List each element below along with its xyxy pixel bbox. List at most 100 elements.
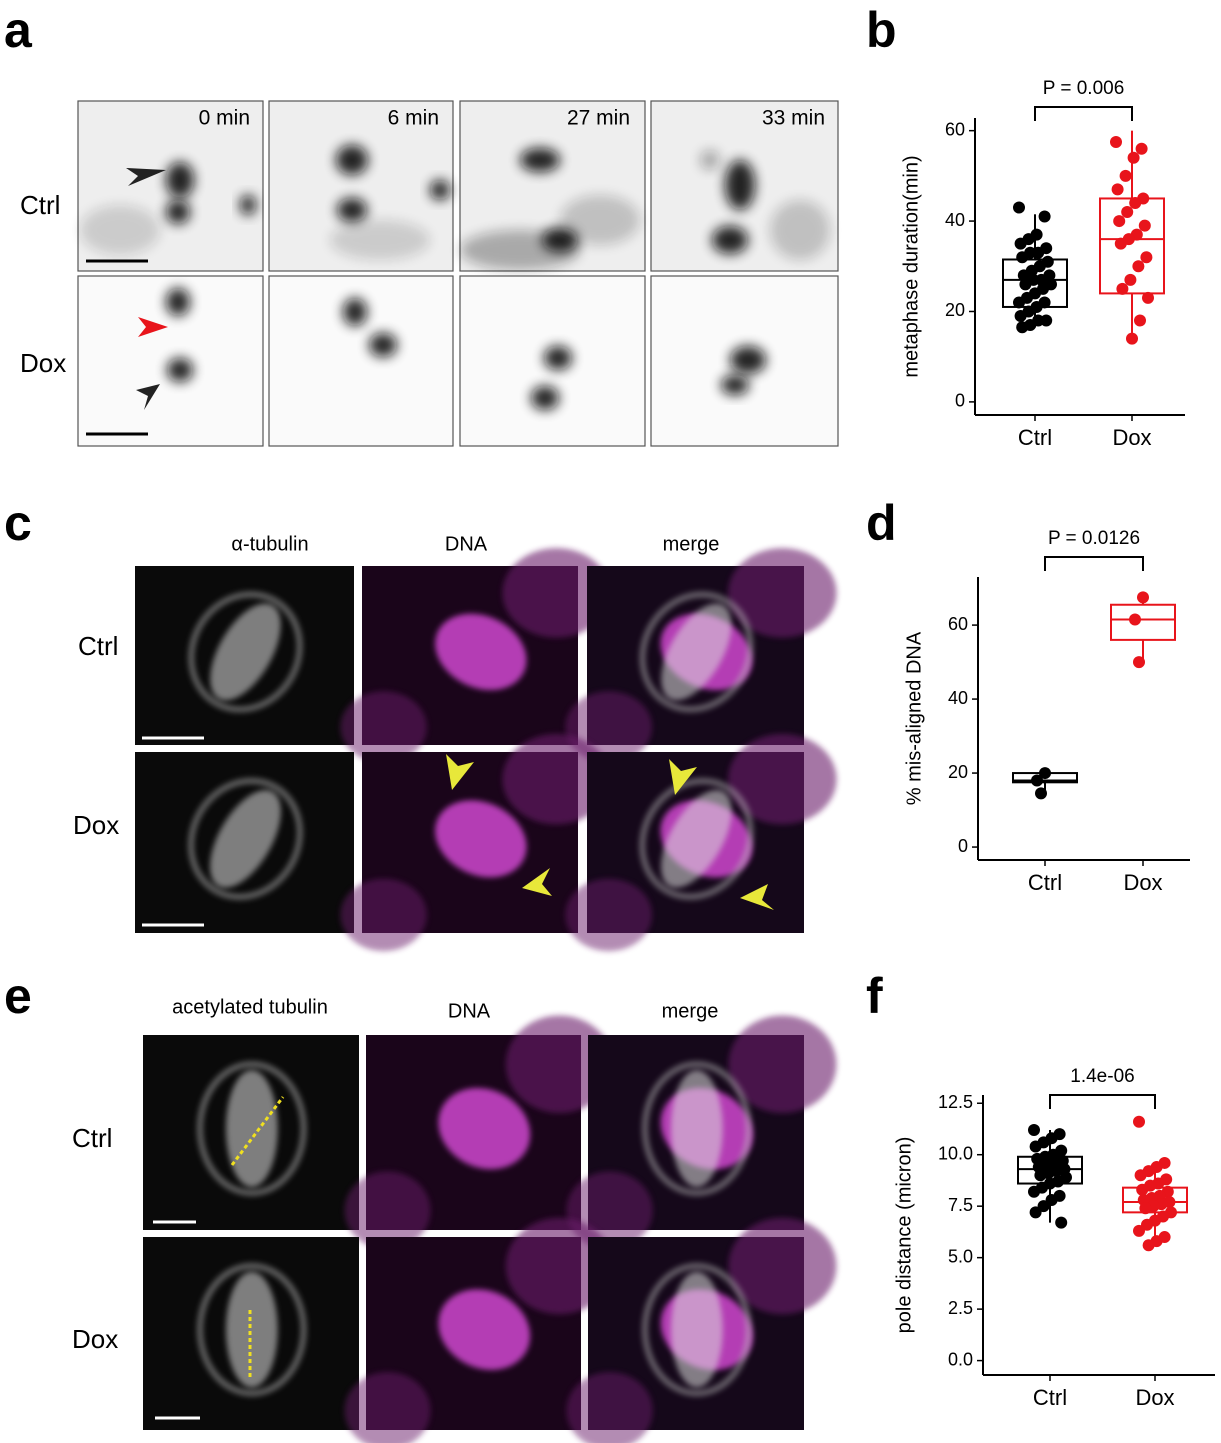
data-point (1138, 219, 1151, 232)
data-point (1013, 201, 1025, 214)
chromosomes (435, 613, 527, 691)
spindle (210, 790, 281, 888)
data-point (1014, 237, 1027, 250)
data-point (1133, 1115, 1145, 1128)
column-header: DNA (448, 1000, 491, 1022)
x-tick-label: Ctrl (1028, 870, 1062, 895)
y-tick-label: 0.0 (948, 1349, 973, 1369)
row-label: Ctrl (78, 631, 118, 661)
nucleus (728, 733, 837, 825)
cell-signal (544, 346, 572, 370)
cell-signal (166, 162, 194, 198)
y-axis-label: metaphase duration(min) (900, 155, 922, 377)
spindle (661, 603, 732, 701)
data-point (1028, 1185, 1040, 1198)
data-point (1119, 169, 1132, 182)
time-label: 27 min (567, 107, 630, 130)
y-tick-label: 7.5 (948, 1195, 973, 1215)
column-header: α-tubulin (231, 533, 308, 555)
data-point (1133, 656, 1145, 669)
panel-label: c (4, 495, 32, 551)
data-point (1016, 321, 1029, 334)
x-tick-label: Ctrl (1033, 1385, 1067, 1410)
cell-signal (336, 145, 368, 175)
data-point (1136, 1183, 1149, 1196)
nucleus (728, 548, 837, 638)
cell-signal (330, 220, 430, 260)
row-label: Ctrl (20, 190, 60, 220)
data-point (1034, 1169, 1047, 1182)
data-point (1017, 269, 1030, 282)
box (1110, 603, 1176, 641)
x-tick-label: Dox (1112, 425, 1151, 450)
data-point (1116, 282, 1129, 295)
arrowhead (669, 759, 697, 795)
nucleus (728, 1217, 837, 1315)
nucleus (344, 1171, 431, 1250)
arrowhead (126, 168, 166, 186)
arrowhead (446, 754, 474, 790)
row-label: Dox (72, 1324, 118, 1354)
cell-signal (520, 148, 560, 172)
spindle (210, 603, 281, 701)
cell-signal (460, 230, 580, 270)
significance-bracket (1044, 556, 1144, 571)
significance-bracket (1049, 1094, 1156, 1109)
cell-signal (337, 198, 367, 222)
panel-label: b (866, 2, 897, 58)
data-point (1029, 1206, 1042, 1219)
cell-signal (166, 288, 190, 316)
data-point (1142, 291, 1154, 304)
chromosomes (435, 800, 527, 878)
spindle (225, 1271, 278, 1388)
data-point (1055, 1216, 1068, 1229)
nucleus (505, 1217, 614, 1315)
y-tick-label: 0 (958, 836, 968, 856)
column-header: DNA (445, 533, 488, 555)
nucleus (344, 1372, 431, 1443)
y-tick-label: 12.5 (938, 1092, 973, 1112)
time-label: 33 min (762, 107, 825, 130)
panel-label: a (4, 2, 33, 58)
cell-signal (531, 386, 559, 410)
cell-signal (700, 150, 720, 170)
panel-label: d (866, 495, 897, 551)
pole-line (230, 1096, 285, 1166)
spindle (188, 591, 303, 713)
spindle (639, 591, 754, 713)
annotation: 1.4e-06 (1070, 1066, 1134, 1087)
panel-label: f (866, 968, 883, 1024)
nucleus (340, 878, 427, 952)
data-point (1142, 1239, 1155, 1252)
row-label: Ctrl (72, 1123, 112, 1153)
nucleus (502, 548, 611, 638)
data-point (1126, 332, 1138, 345)
y-tick-label: 60 (945, 119, 965, 139)
data-point (1127, 151, 1140, 164)
data-point (1014, 310, 1027, 322)
data-point (1016, 251, 1029, 264)
data-point (1110, 135, 1122, 148)
image-panels (77, 100, 839, 1443)
nucleus (340, 691, 427, 763)
data-point (1139, 1202, 1152, 1215)
spindle (196, 1061, 307, 1196)
row-label: Dox (73, 810, 119, 840)
arrowhead (740, 884, 774, 910)
cell-signal (721, 375, 749, 395)
data-point (1132, 260, 1145, 273)
annotation: P = 0.006 (1043, 78, 1125, 99)
data-point (1113, 215, 1126, 228)
spindle (188, 777, 303, 900)
spindle (225, 1070, 278, 1188)
cell-signal (240, 195, 256, 215)
cell-signal (343, 298, 367, 326)
cell-signal (730, 346, 766, 374)
x-tick-label: Dox (1135, 1385, 1174, 1410)
spindle (670, 1271, 723, 1388)
data-point (1137, 591, 1149, 604)
nucleus (728, 1015, 837, 1113)
y-tick-label: 20 (948, 762, 968, 782)
data-point (1140, 251, 1153, 264)
